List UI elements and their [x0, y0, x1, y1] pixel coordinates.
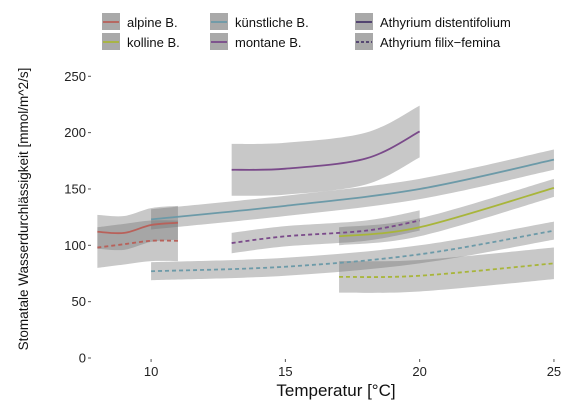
series-lines: [97, 130, 555, 278]
legend-label: montane B.: [235, 35, 302, 50]
x-axis-title: Temperatur [°C]: [276, 381, 395, 400]
y-tick-label: 100: [64, 238, 86, 253]
series-line: [339, 262, 555, 278]
series-line: [151, 229, 555, 273]
series-line: [338, 186, 555, 238]
y-axis-title: Stomatale Wasserdurchlässigkeit [mmol/m^…: [16, 68, 31, 351]
y-tick-label: 50: [72, 294, 86, 309]
series-line: [150, 158, 555, 221]
x-tick-label: 20: [412, 364, 426, 379]
x-axis: 10 15 20 25: [144, 359, 561, 379]
y-axis: 0 50 100 150 200 250: [64, 69, 91, 366]
confidence-band: [231, 210, 420, 254]
legend-label: Athyrium filix−femina: [380, 35, 501, 50]
legend: alpine B. kolline B. künstliche B. montane …: [102, 13, 511, 50]
confidence-band: [97, 205, 178, 251]
confidence-band: [151, 221, 554, 281]
confidence-band: [339, 247, 554, 293]
confidence-band: [231, 105, 420, 196]
legend-label: Athyrium distentifolium: [380, 15, 511, 30]
x-tick-label: 25: [547, 364, 561, 379]
series-line: [97, 221, 179, 235]
confidence-band: [339, 178, 554, 246]
confidence-bands: [97, 105, 554, 293]
x-tick-label: 15: [278, 364, 292, 379]
y-tick-label: 250: [64, 69, 86, 84]
y-tick-label: 0: [79, 351, 86, 366]
legend-label: kolline B.: [127, 35, 180, 50]
x-tick-label: 10: [144, 364, 158, 379]
series-line: [231, 219, 420, 244]
y-tick-label: 150: [64, 181, 86, 196]
confidence-band: [97, 220, 178, 268]
y-tick-label: 200: [64, 125, 86, 140]
series-line: [231, 130, 421, 171]
legend-label: alpine B.: [127, 15, 178, 30]
legend-label: künstliche B.: [235, 15, 309, 30]
